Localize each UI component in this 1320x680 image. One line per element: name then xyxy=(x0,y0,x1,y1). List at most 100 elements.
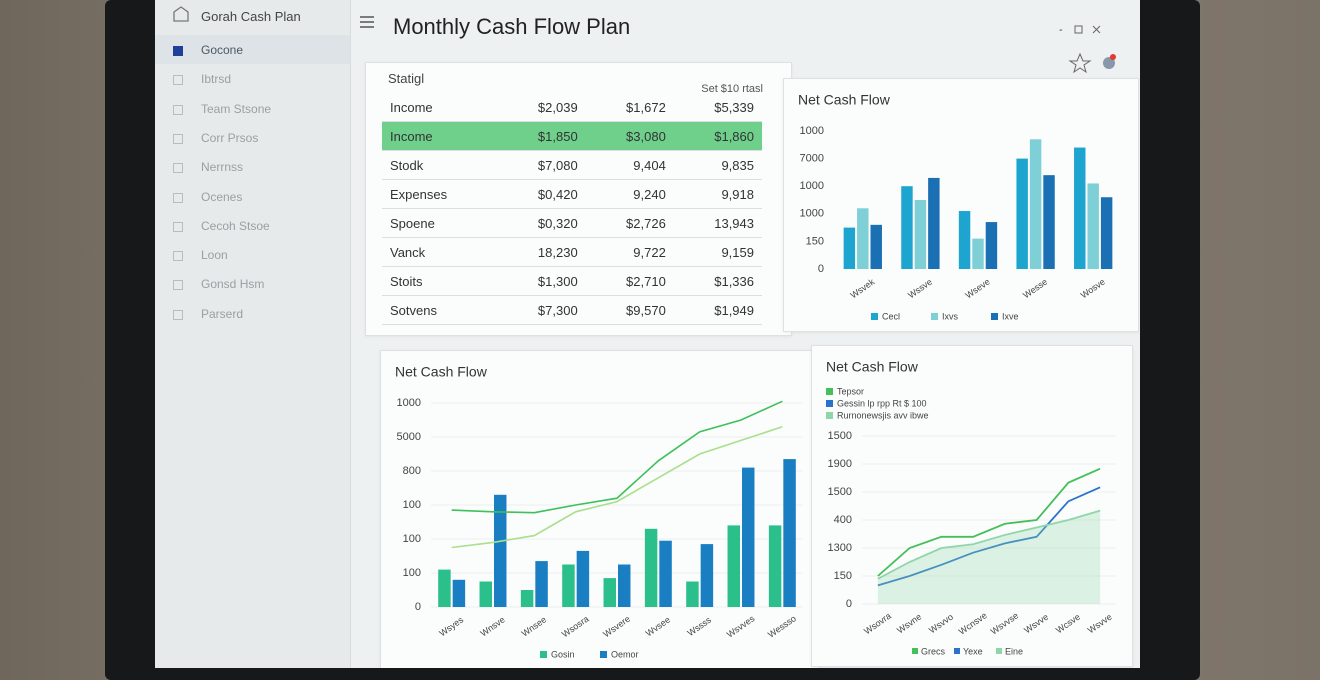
y-tick-label: 1000 xyxy=(800,180,824,192)
legend-label: Grecs xyxy=(921,646,946,656)
table-cell: Income xyxy=(382,93,498,122)
legend-swatch xyxy=(826,400,833,407)
x-tick-label: Wsvere xyxy=(601,614,632,640)
table-cell: 9,159 xyxy=(673,237,762,267)
table-panel: Statigl Set $10 rtasl Income $2,039 $1,672… xyxy=(365,62,792,336)
bar xyxy=(985,222,998,269)
nav-item[interactable]: Cecoh Stsoe xyxy=(155,211,350,240)
bar xyxy=(972,238,984,269)
bar xyxy=(928,177,940,269)
nav-item[interactable]: Corr Prsos xyxy=(155,123,350,152)
bar xyxy=(1043,175,1055,269)
table-cell: Income xyxy=(382,121,498,151)
legend-swatch xyxy=(600,651,607,658)
nav-item[interactable]: Nerrnss xyxy=(155,152,350,181)
nav-label: Ocenes xyxy=(201,189,243,204)
x-tick-label: Wssve xyxy=(906,277,934,301)
chart-title: Net Cash Flow xyxy=(798,92,891,108)
chart-title: Net Cash Flow xyxy=(826,359,919,375)
y-tick-label: 100 xyxy=(403,567,421,579)
menu-icon[interactable] xyxy=(357,12,377,32)
x-tick-label: Wnsee xyxy=(520,614,549,638)
bar xyxy=(843,227,856,269)
table-row: Vanck 18,230 9,722 9,159 xyxy=(382,237,762,267)
bar xyxy=(452,579,466,607)
bar xyxy=(727,525,740,607)
line xyxy=(451,426,783,549)
nav-icon xyxy=(173,192,183,203)
bar xyxy=(438,569,451,607)
bar xyxy=(535,561,548,607)
nav-item[interactable]: Gonsd Hsm xyxy=(155,269,350,298)
chart-title: Net Cash Flow xyxy=(395,364,488,380)
table-cell: 9,240 xyxy=(585,179,674,209)
nav-label: Corr Prsos xyxy=(201,130,259,145)
nav-label: Parserd xyxy=(201,306,244,321)
nav-label: Team Stsone xyxy=(201,101,272,116)
table-cell: $1,850 xyxy=(497,121,586,151)
y-tick-label: 800 xyxy=(403,465,421,477)
x-tick-label: Wseve xyxy=(964,277,992,301)
y-tick-label: 150 xyxy=(834,570,852,582)
nav-icon xyxy=(173,251,183,262)
legend-swatch xyxy=(912,648,918,654)
y-tick-label: 1900 xyxy=(828,458,852,470)
nav-item[interactable]: Ibtrsd xyxy=(155,64,350,93)
star-icon[interactable] xyxy=(1068,52,1092,74)
nav-item[interactable]: Loon xyxy=(155,240,350,269)
legend-label: Gosin xyxy=(551,649,575,659)
table-cell: $1,949 xyxy=(673,295,762,325)
close-icon[interactable] xyxy=(1092,25,1101,34)
app-title: Gorah Cash Plan xyxy=(201,9,301,24)
home-icon[interactable] xyxy=(171,4,191,24)
x-tick-label: Wcnsve xyxy=(957,610,989,637)
bar xyxy=(783,459,796,607)
x-tick-label: Wosve xyxy=(1079,277,1107,301)
legend-label: Eine xyxy=(1005,646,1023,656)
legend-swatch xyxy=(871,313,878,320)
x-tick-label: Wsvvo xyxy=(927,612,955,636)
nav-item[interactable]: Ocenes xyxy=(155,182,350,211)
nav-icon xyxy=(173,46,183,56)
table-cell: $1,672 xyxy=(585,93,674,122)
bar xyxy=(1029,139,1042,269)
x-tick-label: Wcsve xyxy=(1054,612,1082,636)
table-cell: $1,860 xyxy=(673,121,762,151)
bar xyxy=(562,564,575,607)
table-cell: 18,230 xyxy=(497,237,586,267)
x-tick-label: Wsvvse xyxy=(989,610,1021,636)
maximize-icon[interactable] xyxy=(1074,25,1083,34)
chart: Net Cash Flow 0 150 1000 1000 7000 1000 Wsvek Ws… xyxy=(798,92,1113,321)
nav-item[interactable]: Parserd xyxy=(155,299,350,328)
bar xyxy=(870,224,882,269)
bar xyxy=(520,590,534,607)
nav-item[interactable]: Gocone xyxy=(155,35,350,64)
nav-icon xyxy=(173,280,183,291)
bar xyxy=(901,186,913,269)
nav-icon xyxy=(173,163,183,174)
table-cell: $2,726 xyxy=(585,208,674,238)
bar xyxy=(958,211,971,269)
legend-swatch xyxy=(991,313,998,320)
y-tick-label: 1000 xyxy=(800,125,824,137)
nav-label: Cecoh Stsoe xyxy=(201,218,270,233)
table-cell: $0,420 xyxy=(497,179,586,209)
bar xyxy=(644,528,658,607)
bar xyxy=(1087,183,1099,269)
y-tick-label: 150 xyxy=(806,235,824,247)
notification-dot xyxy=(1110,54,1116,60)
x-tick-label: Wsosra xyxy=(560,614,591,640)
y-tick-label: 1000 xyxy=(800,208,824,220)
y-tick-label: 0 xyxy=(846,598,852,610)
sidebar: Gorah Cash Plan Gocone Ibtrsd Team Stsone C… xyxy=(155,0,351,668)
y-tick-label: 1300 xyxy=(828,542,852,554)
nav-item[interactable]: Team Stsone xyxy=(155,94,350,123)
x-tick-label: Wessso xyxy=(766,613,798,639)
area xyxy=(877,510,1101,604)
minimize-icon[interactable]: - xyxy=(1059,24,1063,36)
nav-icon xyxy=(173,104,183,115)
profile-icon[interactable] xyxy=(1103,57,1115,69)
chart-panel: Net Cash Flow 0 100 100 100 800 5000 1000 Wsyes W… xyxy=(380,350,820,668)
table-cell: Vanck xyxy=(382,237,498,267)
bar xyxy=(603,578,616,607)
